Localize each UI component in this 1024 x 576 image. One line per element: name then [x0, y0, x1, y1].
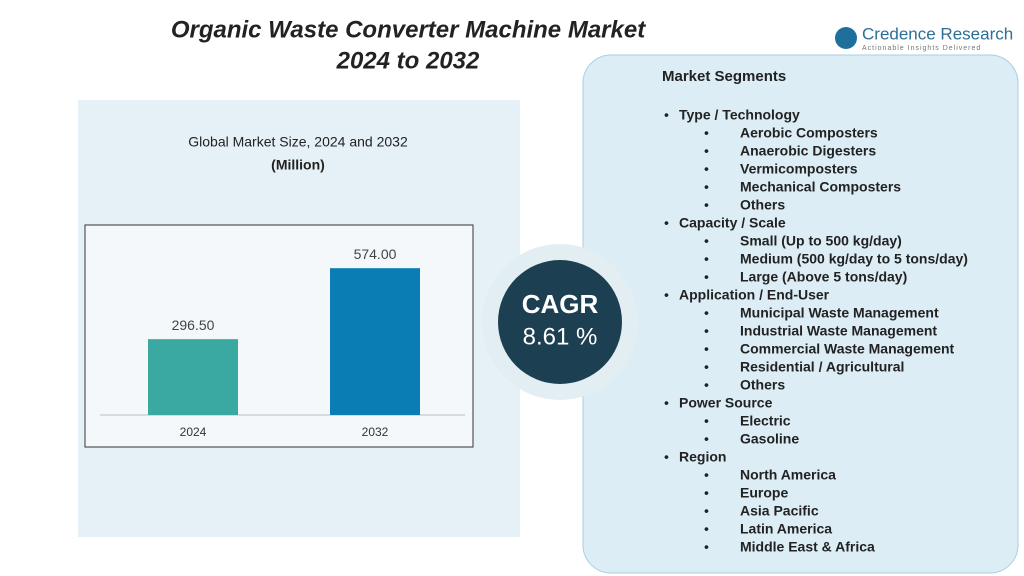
bullet: •: [704, 143, 709, 159]
bullet: •: [704, 377, 709, 393]
bullet: •: [704, 503, 709, 519]
segment-item: Residential / Agricultural: [740, 359, 904, 375]
segment-item: Others: [740, 197, 785, 213]
segment-item: Municipal Waste Management: [740, 305, 939, 321]
x-tick-label: 2024: [180, 425, 207, 439]
bullet: •: [704, 197, 709, 213]
segment-item: Middle East & Africa: [740, 539, 875, 555]
segment-item: Small (Up to 500 kg/day): [740, 233, 902, 249]
bullet: •: [704, 539, 709, 555]
bullet: •: [664, 395, 669, 411]
segment-item: Anaerobic Digesters: [740, 143, 876, 159]
bar: [148, 339, 238, 415]
cagr-value: 8.61 %: [523, 323, 598, 350]
bullet: •: [704, 485, 709, 501]
bullet: •: [704, 431, 709, 447]
bullet: •: [704, 467, 709, 483]
segment-item: Large (Above 5 tons/day): [740, 269, 907, 285]
segment-item: Mechanical Composters: [740, 179, 901, 195]
bullet: •: [704, 521, 709, 537]
bullet: •: [664, 449, 669, 465]
segment-item: Industrial Waste Management: [740, 323, 937, 339]
title: Organic Waste Converter Machine Market: [171, 16, 646, 43]
bullet: •: [704, 341, 709, 357]
segment-item: Commercial Waste Management: [740, 341, 955, 357]
brand: Credence Research: [862, 24, 1013, 43]
segments-heading: Market Segments: [662, 68, 786, 85]
segment-group: Capacity / Scale: [679, 215, 786, 231]
segment-group: Type / Technology: [679, 107, 800, 123]
segment-group: Region: [679, 449, 726, 465]
bullet: •: [704, 161, 709, 177]
segment-item: Latin America: [740, 521, 832, 537]
segment-item: Others: [740, 377, 785, 393]
segment-item: Vermicomposters: [740, 161, 858, 177]
value-label: 574.00: [354, 246, 397, 262]
bar: [330, 268, 420, 415]
cagr-circle: [498, 260, 622, 384]
title: 2024 to 2032: [336, 47, 480, 74]
tagline: Actionable Insights Delivered: [862, 45, 981, 52]
bullet: •: [704, 179, 709, 195]
logo-icon: [835, 27, 857, 49]
bullet: •: [704, 125, 709, 141]
bullet: •: [704, 359, 709, 375]
segment-item: Electric: [740, 413, 791, 429]
segment-item: Europe: [740, 485, 788, 501]
segment-item: Aerobic Composters: [740, 125, 878, 141]
value-label: 296.50: [172, 317, 215, 333]
segment-item: Gasoline: [740, 431, 799, 447]
x-tick-label: 2032: [362, 425, 389, 439]
bullet: •: [704, 251, 709, 267]
chart-subtitle: (Million): [271, 157, 325, 173]
bullet: •: [664, 287, 669, 303]
bullet: •: [704, 269, 709, 285]
segment-item: North America: [740, 467, 836, 483]
segment-item: Asia Pacific: [740, 503, 819, 519]
bullet: •: [704, 233, 709, 249]
bullet: •: [664, 107, 669, 123]
bullet: •: [704, 323, 709, 339]
bullet: •: [704, 413, 709, 429]
cagr-label: CAGR: [522, 289, 599, 319]
segment-item: Medium (500 kg/day to 5 tons/day): [740, 251, 968, 267]
chart-title: Global Market Size, 2024 and 2032: [188, 134, 408, 150]
segment-group: Application / End-User: [679, 287, 830, 303]
bullet: •: [664, 215, 669, 231]
segment-group: Power Source: [679, 395, 773, 411]
bullet: •: [704, 305, 709, 321]
